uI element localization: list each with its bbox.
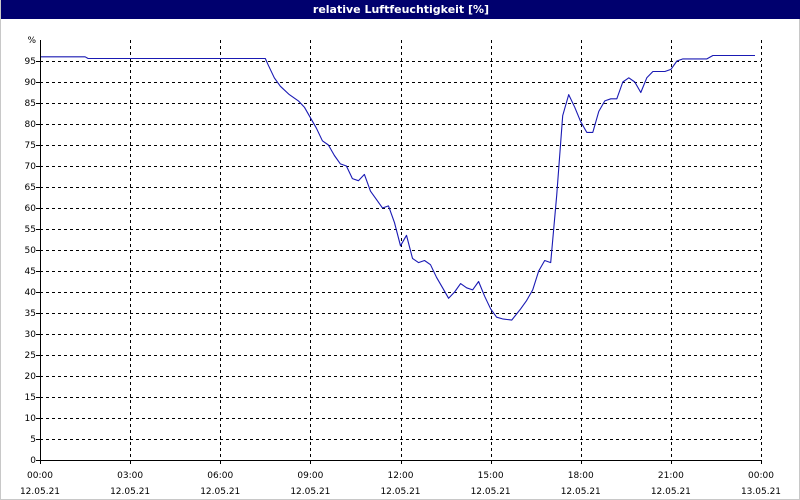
y-tick-label: 40 xyxy=(25,288,37,298)
x-tick-time-label: 03:00 xyxy=(117,471,143,481)
x-tick-date-label: 12.05.21 xyxy=(290,487,330,497)
humidity-series-line xyxy=(40,54,755,321)
y-tick-label: 80 xyxy=(25,120,37,130)
y-tick-label: 55 xyxy=(25,225,36,235)
x-tick-time-label: 09:00 xyxy=(297,471,323,481)
y-tick-label: 25 xyxy=(25,351,36,361)
y-tick-label: 5 xyxy=(30,435,36,445)
x-tick-date-label: 12.05.21 xyxy=(471,487,511,497)
y-tick-label: 75 xyxy=(25,141,36,151)
y-tick-label: 60 xyxy=(25,204,37,214)
x-tick-time-label: 00:00 xyxy=(27,471,53,481)
series-layer xyxy=(40,54,755,321)
tick-labels: 0 5 10 15 20 25 30 35 40 45 50 55 60 65 70 75 80 85 90 95% 0… xyxy=(20,36,781,497)
x-tick-date-label: 12.05.21 xyxy=(561,487,601,497)
y-tick-label: 70 xyxy=(25,162,37,172)
grid xyxy=(40,40,762,460)
y-tick-label: 30 xyxy=(25,330,37,340)
x-tick-date-label: 12.05.21 xyxy=(651,487,691,497)
x-tick-time-label: 00:00 xyxy=(748,471,774,481)
x-tick-time-label: 06:00 xyxy=(207,471,233,481)
y-tick-label: 0 xyxy=(30,456,36,466)
x-tick-date-label: 13.05.21 xyxy=(741,487,781,497)
y-tick-label: 20 xyxy=(25,372,37,382)
x-tick-time-label: 21:00 xyxy=(658,471,684,481)
y-tick-label: 15 xyxy=(25,393,36,403)
y-tick-label: 65 xyxy=(25,183,36,193)
chart-title: relative Luftfeuchtigkeit [%] xyxy=(1,0,800,19)
x-tick-date-label: 12.05.21 xyxy=(200,487,240,497)
y-axis-unit: % xyxy=(27,36,36,46)
axes xyxy=(36,40,762,464)
y-tick-label: 45 xyxy=(25,267,36,277)
x-tick-date-label: 12.05.21 xyxy=(110,487,150,497)
x-tick-time-label: 12:00 xyxy=(388,471,414,481)
y-tick-label: 10 xyxy=(25,414,37,424)
x-tick-time-label: 18:00 xyxy=(568,471,594,481)
x-tick-time-label: 15:00 xyxy=(478,471,504,481)
x-tick-date-label: 12.05.21 xyxy=(20,487,60,497)
y-tick-label: 50 xyxy=(25,246,37,256)
x-tick-date-label: 12.05.21 xyxy=(380,487,420,497)
y-tick-label: 95 xyxy=(25,57,36,67)
y-tick-label: 85 xyxy=(25,99,36,109)
y-tick-label: 90 xyxy=(25,78,37,88)
y-tick-label: 35 xyxy=(25,309,36,319)
